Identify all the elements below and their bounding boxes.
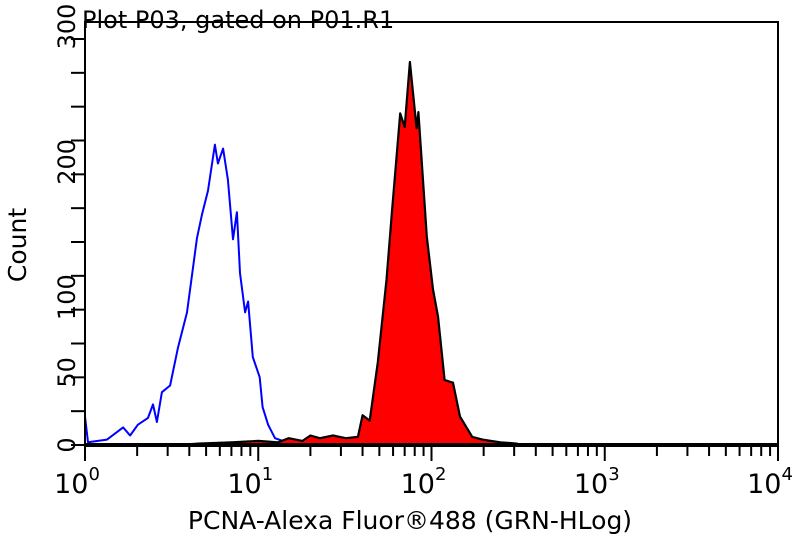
- y-tick-label: 0: [53, 437, 81, 452]
- histogram-filled-series: [178, 60, 523, 447]
- x-axis-label: PCNA-Alexa Fluor®488 (GRN-HLog): [188, 506, 632, 535]
- y-tick-label: 50: [53, 357, 81, 388]
- chart-title: Plot P03, gated on P01.R1: [82, 6, 394, 34]
- plot-area: [84, 60, 523, 447]
- y-tick-label: 300: [53, 4, 81, 50]
- x-tick-label: 103: [574, 464, 620, 500]
- histogram-line-series: [84, 143, 301, 445]
- x-tick-label: 100: [54, 464, 100, 500]
- axes: 0 50 100 200 300 100 101 102 103 104: [53, 4, 793, 500]
- y-axis-label: Count: [3, 208, 32, 282]
- x-tick-label: 101: [227, 464, 273, 500]
- x-tick-label: 104: [747, 464, 793, 500]
- y-tick-label: 100: [53, 274, 81, 320]
- x-tick-label: 102: [401, 464, 447, 500]
- y-tick-label: 200: [53, 139, 81, 185]
